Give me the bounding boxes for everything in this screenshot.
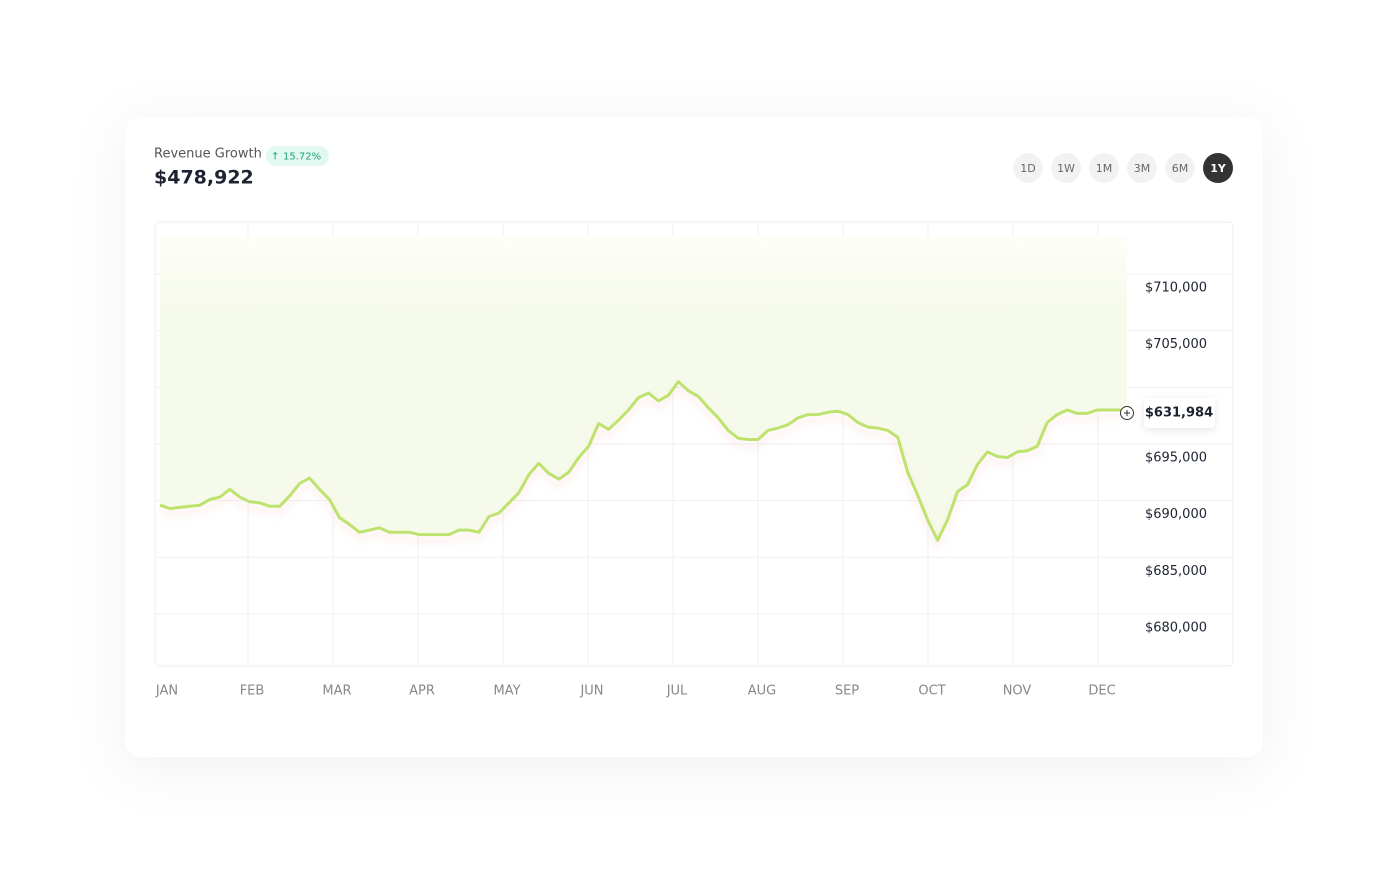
x-tick-label: OCT [918, 684, 945, 699]
x-tick-label: FEB [240, 684, 265, 699]
range-label[interactable]: 3M [1134, 162, 1151, 175]
y-tick-label: $695,000 [1145, 451, 1207, 466]
x-tick-label: NOV [1003, 684, 1032, 699]
y-tick-label: $685,000 [1145, 564, 1207, 579]
x-tick-label: JUN [579, 684, 603, 699]
range-button[interactable] [1165, 153, 1195, 183]
change-badge [266, 146, 329, 166]
y-tick-label: $710,000 [1145, 281, 1207, 296]
y-tick-label: $705,000 [1145, 337, 1207, 352]
tooltip [1144, 398, 1215, 429]
end-marker-plus [1124, 410, 1130, 417]
x-tick-label: JAN [155, 684, 178, 699]
x-tick-label: JUL [666, 684, 688, 699]
range-button[interactable] [1127, 153, 1157, 183]
range-button[interactable] [1051, 153, 1081, 183]
range-button[interactable] [1013, 153, 1043, 183]
range-label[interactable]: 1D [1020, 162, 1035, 175]
arrow: ↑ [271, 152, 279, 163]
range-button[interactable] [1203, 153, 1233, 183]
x-tick-label: MAR [322, 684, 351, 699]
change-value: 15.72% [283, 152, 321, 163]
range-label[interactable]: 1M [1096, 162, 1113, 175]
x-tick-label: APR [409, 684, 435, 699]
x-tick-label: SEP [835, 684, 859, 699]
range-button[interactable] [1089, 153, 1119, 183]
y-tick-label: $680,000 [1145, 620, 1207, 635]
range-label[interactable]: 1Y [1210, 162, 1227, 175]
x-tick-label: MAY [493, 684, 520, 699]
widget-title: Revenue Growth [154, 147, 262, 162]
amount: $478,922 [154, 167, 254, 189]
line [159, 380, 1127, 542]
tooltip-value: $631,984 [1145, 406, 1213, 421]
y-tick-label: $690,000 [1145, 507, 1207, 522]
x-tick-label: AUG [748, 684, 776, 699]
area [160, 236, 1127, 541]
range-label[interactable]: 1W [1057, 162, 1075, 175]
range-label[interactable]: 6M [1172, 162, 1189, 175]
x-tick-label: DEC [1088, 684, 1115, 699]
